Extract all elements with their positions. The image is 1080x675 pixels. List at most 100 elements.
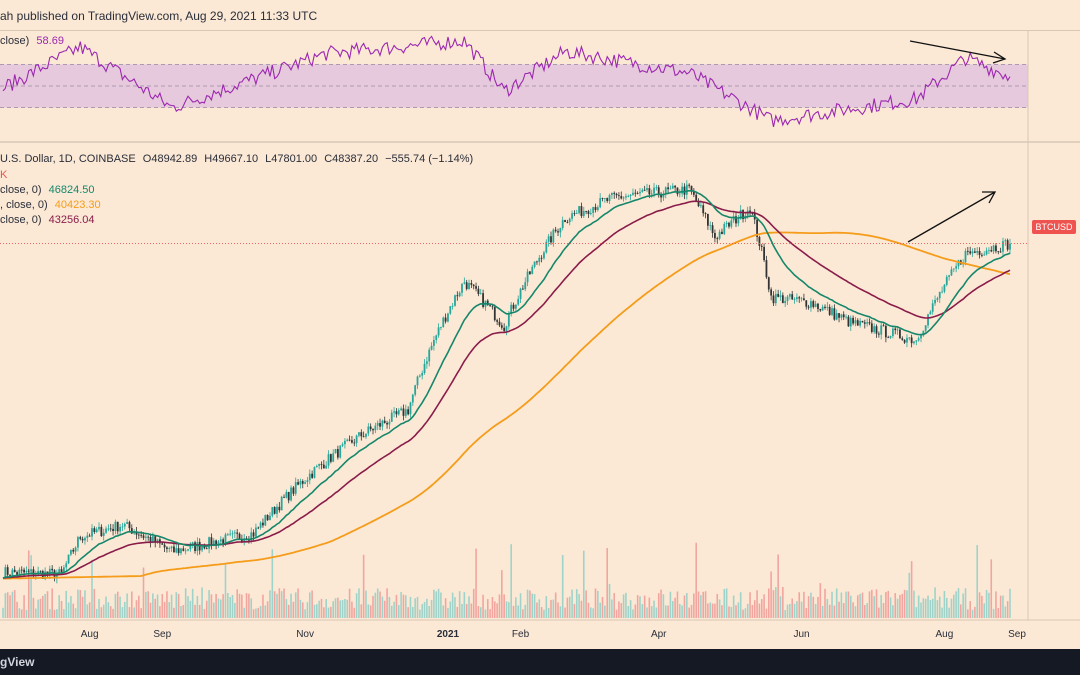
volume-bar: [189, 600, 192, 618]
volume-bar: [180, 605, 182, 618]
candle: [238, 532, 241, 540]
candle: [348, 435, 351, 442]
candle: [716, 236, 719, 244]
candle: [177, 544, 180, 556]
candle: [847, 315, 850, 327]
candle: [421, 370, 424, 380]
candle: [472, 284, 475, 290]
volume-bar: [13, 590, 16, 618]
candle: [194, 540, 196, 554]
candle: [119, 524, 121, 535]
candle: [461, 283, 463, 297]
candle: [540, 255, 543, 263]
volume-bar: [641, 604, 644, 618]
volume-bar: [805, 608, 808, 618]
volume-bar: [948, 607, 950, 618]
volume-bar: [529, 590, 531, 618]
volume-bar: [311, 590, 313, 618]
volume-bar: [475, 548, 477, 618]
volume-bar: [123, 602, 126, 618]
candle: [849, 315, 852, 332]
volume-bar: [856, 595, 859, 618]
candle: [435, 334, 438, 344]
volume-bar: [566, 597, 569, 618]
volume-bar: [721, 605, 723, 618]
volume-bar: [175, 592, 178, 618]
volume-bar: [800, 601, 803, 618]
candle: [870, 320, 873, 334]
volume-bar: [819, 583, 822, 618]
rsi-trend-arrow: [909, 40, 1006, 60]
volume-bar: [964, 588, 967, 618]
volume-bar: [327, 607, 330, 618]
candle: [999, 247, 1002, 253]
volume-bar: [920, 602, 922, 618]
volume-bar: [952, 594, 955, 618]
volume-bar: [756, 590, 758, 618]
candle: [615, 192, 618, 199]
volume-bar: [444, 598, 447, 618]
candle: [688, 183, 691, 189]
candle: [634, 189, 637, 197]
candle: [81, 536, 84, 544]
candle: [969, 246, 972, 255]
candle: [643, 185, 646, 192]
candle: [807, 304, 810, 310]
candle: [173, 542, 175, 553]
volume-bar: [550, 599, 552, 618]
volume-bar: [355, 593, 358, 618]
volume-bar: [592, 608, 594, 618]
candle: [852, 315, 854, 326]
footer-bar: gView: [0, 649, 1080, 675]
candle: [810, 297, 812, 312]
candle: [903, 339, 906, 344]
candle: [79, 535, 82, 541]
candle: [77, 535, 79, 552]
candle: [545, 239, 548, 254]
candle: [84, 536, 86, 545]
volume-bar: [135, 600, 138, 618]
volume-bar: [283, 588, 285, 618]
volume-bar: [325, 599, 327, 618]
volume-bar: [709, 602, 712, 618]
x-tick-label: Sep: [1008, 629, 1026, 640]
volume-bar: [330, 606, 332, 618]
volume-bar: [407, 607, 409, 618]
volume-bar: [992, 608, 995, 618]
candle: [723, 221, 726, 236]
candle: [938, 291, 941, 303]
candle: [496, 318, 499, 326]
volume-bar: [561, 554, 564, 618]
candle: [772, 291, 775, 307]
symbol-title: U.S. Dollar, 1D, COINBASE: [0, 153, 136, 165]
volume-bar: [1004, 606, 1007, 618]
candle: [880, 322, 883, 340]
candle: [72, 548, 75, 554]
candle: [39, 570, 42, 573]
candle: [973, 247, 976, 254]
volume-bar: [536, 602, 538, 618]
candle: [510, 302, 513, 317]
candle: [929, 310, 932, 315]
candle: [233, 530, 236, 539]
volume-bar: [496, 603, 498, 618]
candle: [346, 438, 349, 442]
candle: [980, 252, 983, 258]
chart-area[interactable]: Aug Sep Nov 2021 Feb Apr Jun Aug Sep: [0, 30, 1080, 649]
volume-bar: [346, 599, 349, 618]
candle: [934, 295, 936, 306]
candle: [114, 519, 117, 535]
ma-legend-fast-value: 46824.50: [48, 184, 95, 196]
volume-bar: [465, 604, 468, 618]
candle: [662, 190, 665, 201]
candle: [430, 342, 433, 351]
volume-bar: [779, 596, 782, 618]
volume-bar: [678, 603, 681, 618]
candle: [1004, 238, 1007, 246]
candle: [875, 324, 878, 338]
volume-bar: [498, 594, 501, 618]
candle: [105, 526, 107, 535]
volume-bar: [170, 594, 173, 618]
volume-bar: [217, 598, 220, 618]
volume-bar: [264, 605, 267, 618]
